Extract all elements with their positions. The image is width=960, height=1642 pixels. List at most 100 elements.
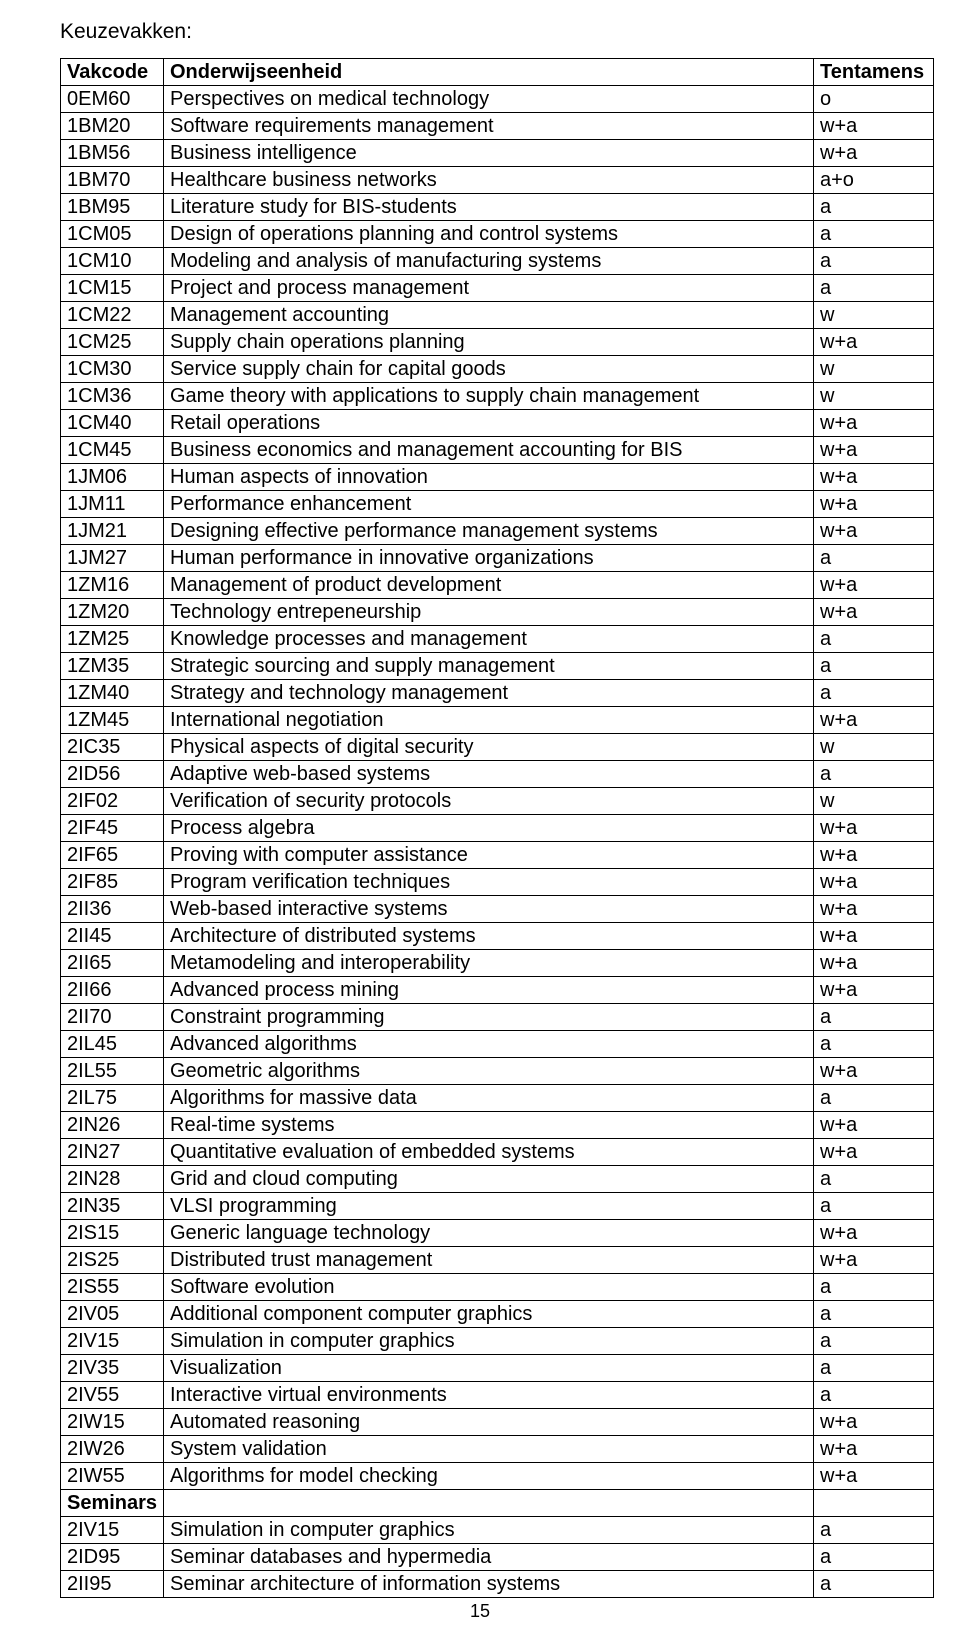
cell-onderwijseenheid: Constraint programming	[164, 1004, 814, 1031]
cell-tentamens: w+a	[814, 923, 934, 950]
cell-tentamens: a	[814, 1166, 934, 1193]
table-row: 1CM10Modeling and analysis of manufactur…	[61, 248, 934, 275]
table-row: 2IW15Automated reasoningw+a	[61, 1409, 934, 1436]
cell-onderwijseenheid: Human aspects of innovation	[164, 464, 814, 491]
cell-tentamens: w	[814, 356, 934, 383]
table-row: 1CM22Management accountingw	[61, 302, 934, 329]
cell-tentamens: o	[814, 86, 934, 113]
cell-tentamens: w+a	[814, 707, 934, 734]
cell-tentamens: a	[814, 1382, 934, 1409]
cell-onderwijseenheid: Web-based interactive systems	[164, 896, 814, 923]
cell-onderwijseenheid: Software requirements management	[164, 113, 814, 140]
seminars-label-spacer	[814, 1490, 934, 1517]
table-row: 2IV15Simulation in computer graphicsa	[61, 1328, 934, 1355]
table-row: 2IF45Process algebraw+a	[61, 815, 934, 842]
cell-vakcode: 2II36	[61, 896, 164, 923]
cell-tentamens: a	[814, 1571, 934, 1598]
cell-vakcode: 1ZM20	[61, 599, 164, 626]
cell-vakcode: 2ID95	[61, 1544, 164, 1571]
cell-vakcode: 2IN28	[61, 1166, 164, 1193]
courses-table: VakcodeOnderwijseenheidTentamens0EM60Per…	[60, 58, 934, 1598]
cell-vakcode: 2IF02	[61, 788, 164, 815]
cell-vakcode: 1CM25	[61, 329, 164, 356]
cell-vakcode: 1ZM35	[61, 653, 164, 680]
cell-vakcode: 2II70	[61, 1004, 164, 1031]
cell-onderwijseenheid: International negotiation	[164, 707, 814, 734]
table-row: 2IL75Algorithms for massive dataa	[61, 1085, 934, 1112]
cell-onderwijseenheid: Seminar architecture of information syst…	[164, 1571, 814, 1598]
cell-tentamens: w	[814, 302, 934, 329]
cell-vakcode: 2IN26	[61, 1112, 164, 1139]
table-row: 2ID56Adaptive web-based systemsa	[61, 761, 934, 788]
cell-onderwijseenheid: Strategic sourcing and supply management	[164, 653, 814, 680]
table-row: 1JM06Human aspects of innovationw+a	[61, 464, 934, 491]
table-row: 1CM25Supply chain operations planningw+a	[61, 329, 934, 356]
cell-onderwijseenheid: Distributed trust management	[164, 1247, 814, 1274]
cell-vakcode: 2IS55	[61, 1274, 164, 1301]
table-row: 2IS55Software evolutiona	[61, 1274, 934, 1301]
cell-tentamens: w+a	[814, 1220, 934, 1247]
cell-vakcode: 2II65	[61, 950, 164, 977]
cell-vakcode: 2IL75	[61, 1085, 164, 1112]
table-row: 2IV35Visualizationa	[61, 1355, 934, 1382]
cell-onderwijseenheid: Real-time systems	[164, 1112, 814, 1139]
cell-vakcode: 2II95	[61, 1571, 164, 1598]
cell-onderwijseenheid: Geometric algorithms	[164, 1058, 814, 1085]
cell-onderwijseenheid: Interactive virtual environments	[164, 1382, 814, 1409]
cell-tentamens: w+a	[814, 572, 934, 599]
cell-tentamens: w+a	[814, 869, 934, 896]
cell-tentamens: a	[814, 194, 934, 221]
cell-tentamens: w	[814, 788, 934, 815]
cell-onderwijseenheid: Healthcare business networks	[164, 167, 814, 194]
cell-vakcode: 2IW26	[61, 1436, 164, 1463]
cell-vakcode: 2IN35	[61, 1193, 164, 1220]
table-row: 2IW55Algorithms for model checkingw+a	[61, 1463, 934, 1490]
cell-vakcode: 1CM45	[61, 437, 164, 464]
cell-onderwijseenheid: Supply chain operations planning	[164, 329, 814, 356]
table-row: 1CM05Design of operations planning and c…	[61, 221, 934, 248]
cell-tentamens: w+a	[814, 1112, 934, 1139]
cell-tentamens: a	[814, 1031, 934, 1058]
table-row: 2IV05Additional component computer graph…	[61, 1301, 934, 1328]
cell-onderwijseenheid: Software evolution	[164, 1274, 814, 1301]
cell-tentamens: w	[814, 383, 934, 410]
cell-vakcode: 2IW15	[61, 1409, 164, 1436]
cell-vakcode: 1CM36	[61, 383, 164, 410]
cell-onderwijseenheid: Verification of security protocols	[164, 788, 814, 815]
table-row: 1CM45Business economics and management a…	[61, 437, 934, 464]
cell-onderwijseenheid: Visualization	[164, 1355, 814, 1382]
cell-vakcode: 1CM05	[61, 221, 164, 248]
cell-onderwijseenheid: Management of product development	[164, 572, 814, 599]
table-header-row: VakcodeOnderwijseenheidTentamens	[61, 59, 934, 86]
cell-vakcode: 1CM22	[61, 302, 164, 329]
table-row: 1JM21Designing effective performance man…	[61, 518, 934, 545]
cell-tentamens: a	[814, 1301, 934, 1328]
seminars-label-spacer	[164, 1490, 814, 1517]
cell-onderwijseenheid: System validation	[164, 1436, 814, 1463]
cell-onderwijseenheid: Management accounting	[164, 302, 814, 329]
cell-vakcode: 2IV35	[61, 1355, 164, 1382]
table-row: 1ZM16Management of product developmentw+…	[61, 572, 934, 599]
cell-onderwijseenheid: Strategy and technology management	[164, 680, 814, 707]
cell-tentamens: w+a	[814, 1409, 934, 1436]
table-row: 1BM20Software requirements managementw+a	[61, 113, 934, 140]
table-row: 1ZM45International negotiationw+a	[61, 707, 934, 734]
cell-tentamens: w+a	[814, 599, 934, 626]
table-row: 2IV15Simulation in computer graphicsa	[61, 1517, 934, 1544]
cell-onderwijseenheid: Service supply chain for capital goods	[164, 356, 814, 383]
cell-tentamens: w+a	[814, 464, 934, 491]
cell-onderwijseenheid: Performance enhancement	[164, 491, 814, 518]
cell-tentamens: w+a	[814, 140, 934, 167]
table-row: 1CM30Service supply chain for capital go…	[61, 356, 934, 383]
cell-onderwijseenheid: Knowledge processes and management	[164, 626, 814, 653]
cell-onderwijseenheid: Literature study for BIS-students	[164, 194, 814, 221]
cell-tentamens: w+a	[814, 1058, 934, 1085]
cell-tentamens: a	[814, 1004, 934, 1031]
page-number: 15	[60, 1601, 900, 1622]
cell-vakcode: 2IF85	[61, 869, 164, 896]
table-row: 2II70Constraint programminga	[61, 1004, 934, 1031]
cell-onderwijseenheid: Process algebra	[164, 815, 814, 842]
cell-vakcode: 2IV55	[61, 1382, 164, 1409]
seminars-label: Seminars	[61, 1490, 164, 1517]
cell-tentamens: a	[814, 1328, 934, 1355]
